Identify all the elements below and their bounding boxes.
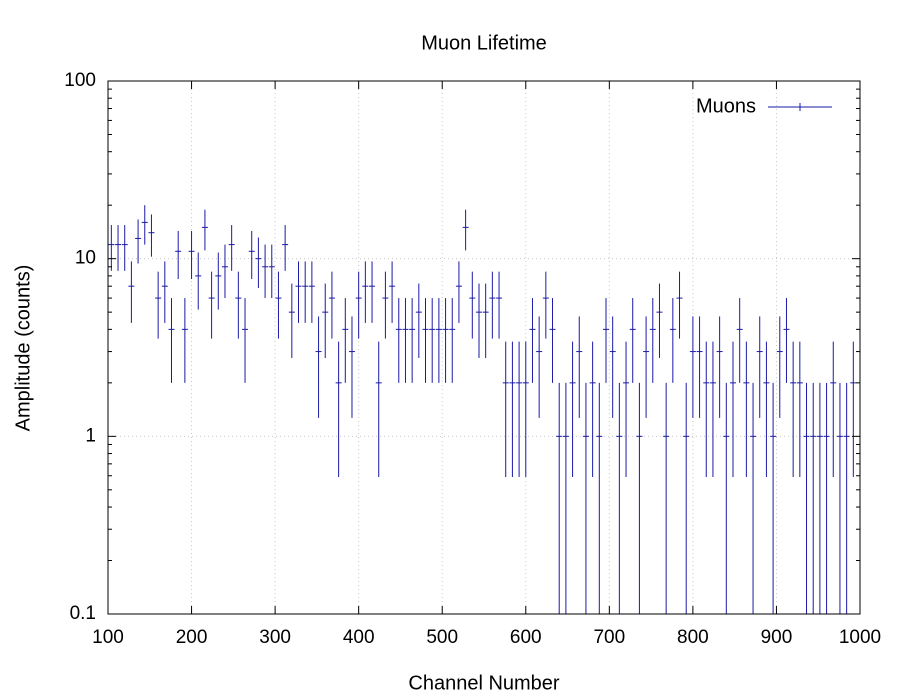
x-tick-label: 800	[677, 627, 709, 648]
x-tick-label: 400	[343, 627, 375, 648]
grid	[108, 81, 860, 614]
x-tick-label: 100	[92, 627, 124, 648]
plot-frame	[107, 80, 861, 615]
plot-area	[108, 205, 857, 614]
y-axis-label: Amplitude (counts)	[12, 265, 34, 432]
x-tick-label: 300	[259, 627, 291, 648]
legend-label: Muons	[696, 95, 756, 117]
x-tick-label: 1000	[839, 627, 881, 648]
axes: 100 200 300 400 500 600 700 800 900 1000 0.1 1 10 100	[64, 70, 881, 648]
chart-title: Muon Lifetime	[421, 32, 547, 54]
x-tick-label: 700	[593, 627, 625, 648]
legend: Muons	[696, 95, 832, 117]
y-tick-label: 0.1	[70, 603, 96, 624]
y-tick-label: 1	[85, 425, 96, 446]
y-tick-label: 100	[64, 70, 96, 91]
x-tick-label: 600	[510, 627, 542, 648]
x-tick-label: 900	[761, 627, 793, 648]
x-axis-label: Channel Number	[408, 672, 560, 694]
x-tick-label: 200	[176, 627, 208, 648]
x-tick-label: 500	[426, 627, 458, 648]
y-tick-label: 10	[75, 248, 96, 269]
